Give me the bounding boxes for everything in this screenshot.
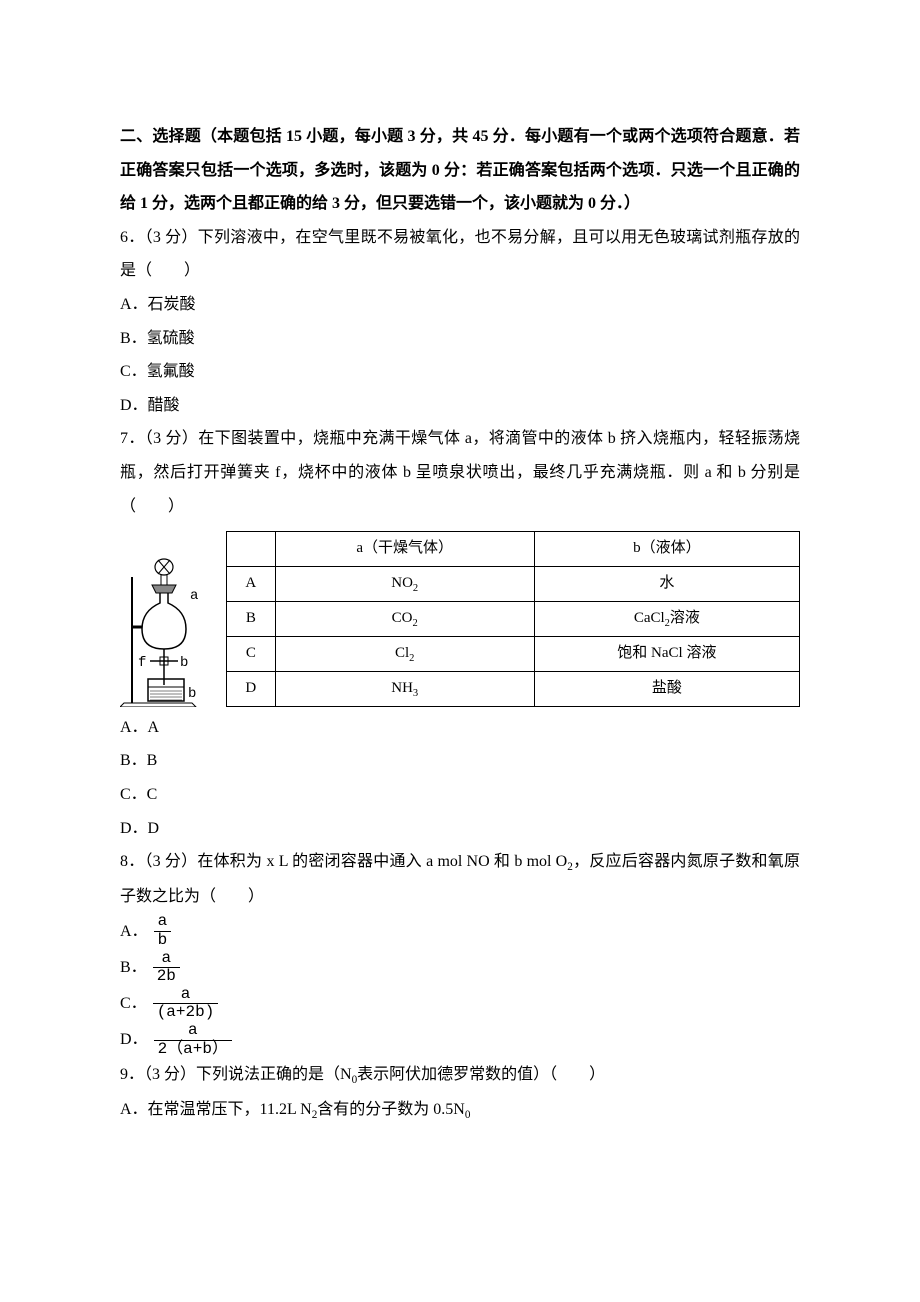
cell-gas: NH3 (275, 671, 534, 706)
fraction-num: a (154, 913, 172, 931)
cell-label: D (227, 671, 276, 706)
gas-sub: 3 (413, 688, 418, 699)
q9-stem-post: 表示阿伏加德罗常数的值）（ ） (357, 1066, 605, 1083)
q7-option-b: B．B (120, 744, 800, 778)
th-blank (227, 532, 276, 567)
table-row: D NH3 盐酸 (227, 671, 800, 706)
cell-gas: NO2 (275, 566, 534, 601)
fraction: a (a+2b) (153, 986, 219, 1022)
q6-option-d: D．醋酸 (120, 389, 800, 423)
table-row: A NO2 水 (227, 566, 800, 601)
liq-pre: CaCl (634, 610, 665, 626)
opt-label: D． (120, 1023, 148, 1057)
fraction-den: 2b (153, 967, 180, 986)
q9-stem: 9．（3 分）下列说法正确的是（N0表示阿伏加德罗常数的值）（ ） (120, 1058, 800, 1093)
cell-liquid: 盐酸 (534, 671, 799, 706)
q9-option-a: A．在常温常压下，11.2L N2含有的分子数为 0.5N0 (120, 1093, 800, 1128)
fraction-num: a (153, 950, 180, 968)
q6-stem: 6．（3 分）下列溶液中，在空气里既不易被氧化，也不易分解，且可以用无色玻璃试剂… (120, 221, 800, 288)
q8-option-d: D． a 2（a+b） (120, 1022, 800, 1058)
cell-liquid: CaCl2溶液 (534, 601, 799, 636)
gas-text: NH (391, 680, 413, 696)
cell-liquid: 水 (534, 566, 799, 601)
fraction: a b (154, 913, 172, 949)
q7-option-c: C．C (120, 778, 800, 812)
q6-option-c: C．氢氟酸 (120, 355, 800, 389)
fraction-den: (a+2b) (153, 1003, 219, 1022)
gas-sub: 2 (413, 583, 418, 594)
svg-text:a: a (190, 588, 198, 604)
liq-post: 溶液 (670, 610, 700, 626)
cell-label: C (227, 636, 276, 671)
q8-option-a: A． a b (120, 913, 800, 949)
q8-option-b: B． a 2b (120, 950, 800, 986)
cell-label: A (227, 566, 276, 601)
gas-sub: 2 (409, 653, 414, 664)
q7-option-d: D．D (120, 812, 800, 846)
svg-text:f: f (138, 655, 146, 671)
q7-apparatus-figure: a f b b (120, 557, 220, 707)
fraction: a 2（a+b） (154, 1022, 232, 1058)
cell-gas: Cl2 (275, 636, 534, 671)
q9-stem-pre: 9．（3 分）下列说法正确的是（N (120, 1066, 352, 1083)
q7-table: a（干燥气体） b（液体） A NO2 水 B CO2 CaCl2溶液 C Cl… (226, 531, 800, 707)
gas-text: Cl (395, 645, 409, 661)
q9-a-sub2: 0 (465, 1109, 471, 1121)
th-gas-a: a（干燥气体） (275, 532, 534, 567)
table-header-row: a（干燥气体） b（液体） (227, 532, 800, 567)
q6-option-b: B．氢硫酸 (120, 322, 800, 356)
cell-gas: CO2 (275, 601, 534, 636)
opt-label: A． (120, 915, 148, 949)
gas-text: NO (391, 575, 413, 591)
q7-option-a: A．A (120, 711, 800, 745)
fraction-num: a (154, 1022, 232, 1040)
svg-text:b: b (180, 655, 188, 671)
opt-label: C． (120, 987, 147, 1021)
opt-label: B． (120, 951, 147, 985)
section-header: 二、选择题（本题包括 15 小题，每小题 3 分，共 45 分．每小题有一个或两… (120, 120, 800, 221)
q8-option-c: C． a (a+2b) (120, 986, 800, 1022)
fraction-num: a (153, 986, 219, 1004)
q6-option-a: A．石炭酸 (120, 288, 800, 322)
q9-a-pre: A．在常温常压下，11.2L N (120, 1101, 312, 1118)
fraction-den: b (154, 931, 172, 950)
q8-stem: 8．（3 分）在体积为 x L 的密闭容器中通入 a mol NO 和 b mo… (120, 845, 800, 913)
table-row: C Cl2 饱和 NaCl 溶液 (227, 636, 800, 671)
gas-sub: 2 (413, 618, 418, 629)
cell-liquid: 饱和 NaCl 溶液 (534, 636, 799, 671)
q8-stem-pre: 8．（3 分）在体积为 x L 的密闭容器中通入 a mol NO 和 b mo… (120, 853, 567, 870)
th-liquid-b: b（液体） (534, 532, 799, 567)
fraction: a 2b (153, 950, 180, 986)
cell-label: B (227, 601, 276, 636)
q7-stem: 7．（3 分）在下图装置中，烧瓶中充满干燥气体 a，将滴管中的液体 b 挤入烧瓶… (120, 422, 800, 523)
svg-text:b: b (188, 686, 196, 702)
table-row: B CO2 CaCl2溶液 (227, 601, 800, 636)
q9-a-mid: 含有的分子数为 0.5N (317, 1101, 465, 1118)
fraction-den: 2（a+b） (154, 1040, 232, 1059)
gas-text: CO (392, 610, 413, 626)
